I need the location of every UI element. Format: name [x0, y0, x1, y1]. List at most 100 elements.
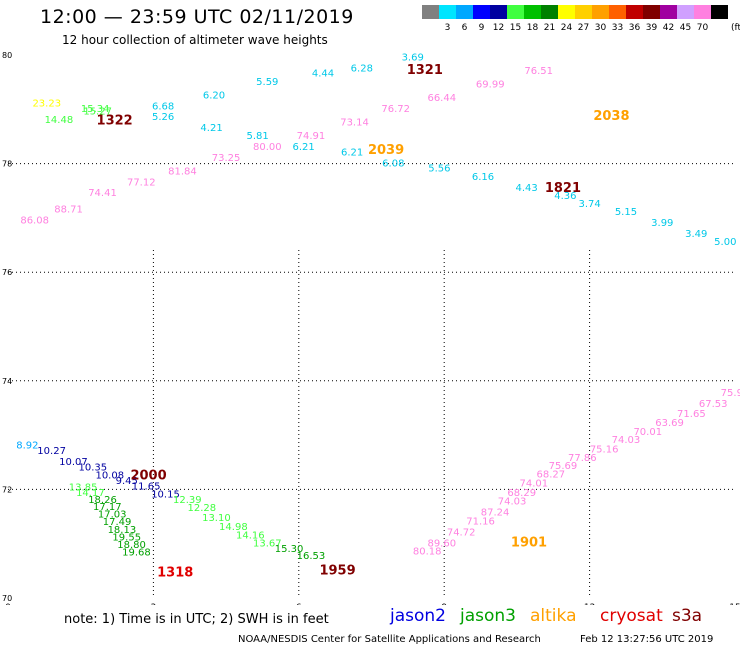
axis-ticks: 0 3 6 9 12 15 70 72 74 76 78 80	[2, 51, 740, 605]
wave-height-value: 13.10	[202, 513, 231, 524]
satellite-altika: altika	[530, 606, 577, 626]
pass-time-label: 1321	[407, 63, 443, 78]
legend-label: 39	[645, 23, 658, 33]
wave-height-value: 17.03	[98, 510, 127, 521]
legend-unit: (ft)	[731, 23, 740, 33]
satellite-s3a: s3a	[672, 606, 703, 626]
wave-height-value: 14.98	[219, 522, 248, 533]
wave-height-value: 6.20	[203, 90, 225, 101]
legend-label: 42	[662, 23, 675, 33]
wave-height-value: 70.01	[633, 427, 662, 438]
wave-height-value: 5.81	[246, 131, 268, 142]
wave-height-value: 5.00	[714, 237, 736, 248]
wave-height-value: 73.25	[212, 153, 241, 164]
wave-height-value: 73.14	[340, 118, 369, 129]
wave-height-value: 80.00	[253, 142, 282, 153]
wave-height-value: 19.68	[122, 548, 151, 559]
legend-label: 18	[526, 23, 539, 33]
legend-label: 27	[577, 23, 590, 33]
legend-label: 3	[444, 23, 451, 33]
pass-time-label: 1322	[97, 114, 133, 129]
wave-height-value: 89.60	[427, 538, 456, 549]
credit-text: NOAA/NESDIS Center for Satellite Applica…	[238, 634, 541, 645]
wave-height-value: 4.44	[312, 69, 334, 80]
legend-label: 12	[492, 23, 505, 33]
legend-swatch	[558, 5, 575, 19]
wave-height-value: 17.17	[93, 502, 122, 513]
wave-height-value: 3.49	[685, 229, 707, 240]
legend-label: 24	[560, 23, 573, 33]
wave-height-value: 8.92	[16, 441, 38, 452]
legend-swatch	[490, 5, 507, 19]
legend-label: 9	[478, 23, 485, 33]
pass-time-label: 1901	[511, 535, 547, 550]
y-tick-label: 78	[2, 160, 12, 169]
map-subtitle: 12 hour collection of altimeter wave hei…	[62, 33, 328, 47]
x-tick-label: 12	[584, 603, 595, 605]
wave-height-value: 5.56	[428, 164, 450, 175]
pass-time-label: 1821	[545, 181, 581, 196]
wave-height-value: 68.27	[537, 469, 566, 480]
wave-height-value: 66.44	[427, 93, 456, 104]
wave-height-value: 10.15	[151, 490, 180, 501]
legend-label: 30	[594, 23, 607, 33]
wave-height-value: 10.35	[78, 462, 107, 473]
wave-height-value: 6.21	[341, 147, 363, 158]
legend-swatch	[677, 5, 694, 19]
y-tick-label: 72	[2, 485, 12, 494]
wave-height-value: 75.96	[721, 388, 740, 399]
wave-height-value: 13.67	[253, 538, 282, 549]
wave-height-value: 77.86	[568, 453, 597, 464]
pass-time-label: 1959	[319, 564, 355, 579]
wave-height-value: 12.39	[173, 495, 202, 506]
wave-height-value: 16.53	[297, 551, 326, 562]
legend-label: 6	[461, 23, 468, 33]
wave-height-value: 76.72	[381, 104, 410, 115]
wave-height-value: 5.26	[152, 112, 174, 123]
y-tick-label: 76	[2, 268, 12, 277]
wave-height-value: 6.28	[351, 63, 373, 74]
legend-label: 36	[628, 23, 641, 33]
legend-swatch	[592, 5, 609, 19]
wave-height-value: 76.51	[524, 66, 553, 77]
legend-swatch	[711, 5, 728, 19]
wave-height-value: 87.24	[481, 507, 510, 518]
legend-swatch	[626, 5, 643, 19]
wave-height-value: 71.16	[466, 517, 495, 528]
y-tick-label: 70	[2, 594, 12, 603]
wave-height-labels: 86.08 88.71 74.41 77.12 81.84 73.25 80.00 74.91…	[16, 52, 740, 561]
wave-height-value: 63.69	[655, 418, 684, 429]
x-tick-label: 3	[151, 603, 157, 605]
wave-height-value: 74.91	[297, 131, 326, 142]
pass-time-label: 2038	[593, 109, 629, 124]
wave-height-value: 6.08	[382, 158, 404, 169]
x-tick-label: 6	[296, 603, 302, 605]
legend-swatch	[575, 5, 592, 19]
x-tick-label: 15	[729, 603, 740, 605]
legend-label: 21	[543, 23, 556, 33]
wave-height-value: 74.41	[88, 188, 117, 199]
wave-height-value: 6.21	[293, 142, 315, 153]
wave-height-value: 86.08	[20, 215, 49, 226]
legend-swatch	[541, 5, 558, 19]
wave-height-value: 5.59	[256, 77, 278, 88]
wave-height-value: 74.03	[498, 497, 527, 508]
wave-height-value: 3.99	[651, 218, 673, 229]
wave-height-value: 3.69	[402, 52, 424, 63]
wave-height-value: 23.23	[32, 99, 61, 110]
satellite-cryosat: cryosat	[600, 606, 663, 626]
wave-height-value: 80.18	[413, 547, 442, 558]
legend-swatch	[456, 5, 473, 19]
wave-height-value: 15.34	[81, 104, 110, 115]
wave-height-value: 75.69	[549, 461, 578, 472]
wave-height-value: 4.43	[515, 183, 537, 194]
note-text: note: 1) Time is in UTC; 2) SWH is in fe…	[64, 612, 329, 627]
wave-height-value: 17.49	[103, 517, 132, 528]
legend-label: 15	[509, 23, 522, 33]
legend-swatch	[507, 5, 524, 19]
y-tick-label: 80	[2, 51, 12, 60]
timestamp-text: Feb 12 13:27:56 UTC 2019	[580, 634, 714, 645]
wave-height-value: 88.71	[54, 204, 83, 215]
wave-height-value: 68.29	[507, 488, 536, 499]
satellite-jason3: jason3	[460, 606, 516, 626]
